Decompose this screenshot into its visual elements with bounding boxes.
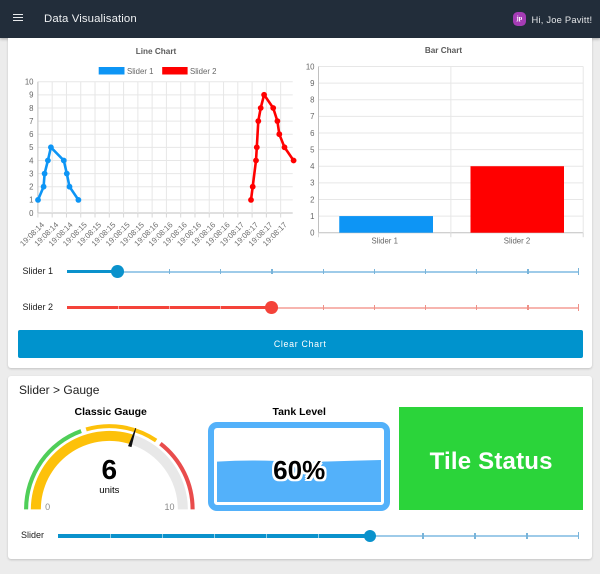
svg-text:0: 0 (29, 208, 34, 217)
svg-text:7: 7 (310, 112, 314, 121)
svg-text:5: 5 (310, 145, 315, 154)
svg-text:0: 0 (45, 502, 50, 512)
svg-text:8: 8 (29, 103, 33, 112)
svg-text:4: 4 (310, 162, 315, 171)
svg-text:Slider 2: Slider 2 (190, 66, 216, 75)
svg-text:8: 8 (310, 95, 314, 104)
svg-text:10: 10 (305, 62, 314, 71)
svg-text:6: 6 (101, 454, 117, 485)
svg-text:Bar Chart: Bar Chart (424, 46, 462, 55)
svg-text:7: 7 (29, 116, 33, 125)
svg-text:1: 1 (29, 195, 33, 204)
svg-text:3: 3 (310, 178, 314, 187)
svg-text:1: 1 (310, 211, 314, 220)
svg-text:units: units (99, 485, 119, 496)
svg-text:6: 6 (29, 130, 33, 139)
svg-text:0: 0 (310, 228, 315, 237)
svg-text:4: 4 (29, 156, 34, 165)
svg-text:Slider 1: Slider 1 (127, 66, 153, 75)
svg-text:2: 2 (29, 182, 33, 191)
svg-text:Slider 2: Slider 2 (503, 236, 529, 245)
svg-text:Slider 1: Slider 1 (371, 236, 397, 245)
svg-text:3: 3 (29, 169, 33, 178)
svg-text:5: 5 (29, 143, 34, 152)
svg-text:10: 10 (24, 77, 33, 86)
svg-text:6: 6 (310, 128, 314, 137)
svg-text:9: 9 (29, 90, 33, 99)
svg-text:10: 10 (164, 502, 174, 512)
svg-text:9: 9 (310, 78, 314, 87)
svg-text:Line Chart: Line Chart (135, 47, 176, 56)
svg-text:2: 2 (310, 195, 314, 204)
